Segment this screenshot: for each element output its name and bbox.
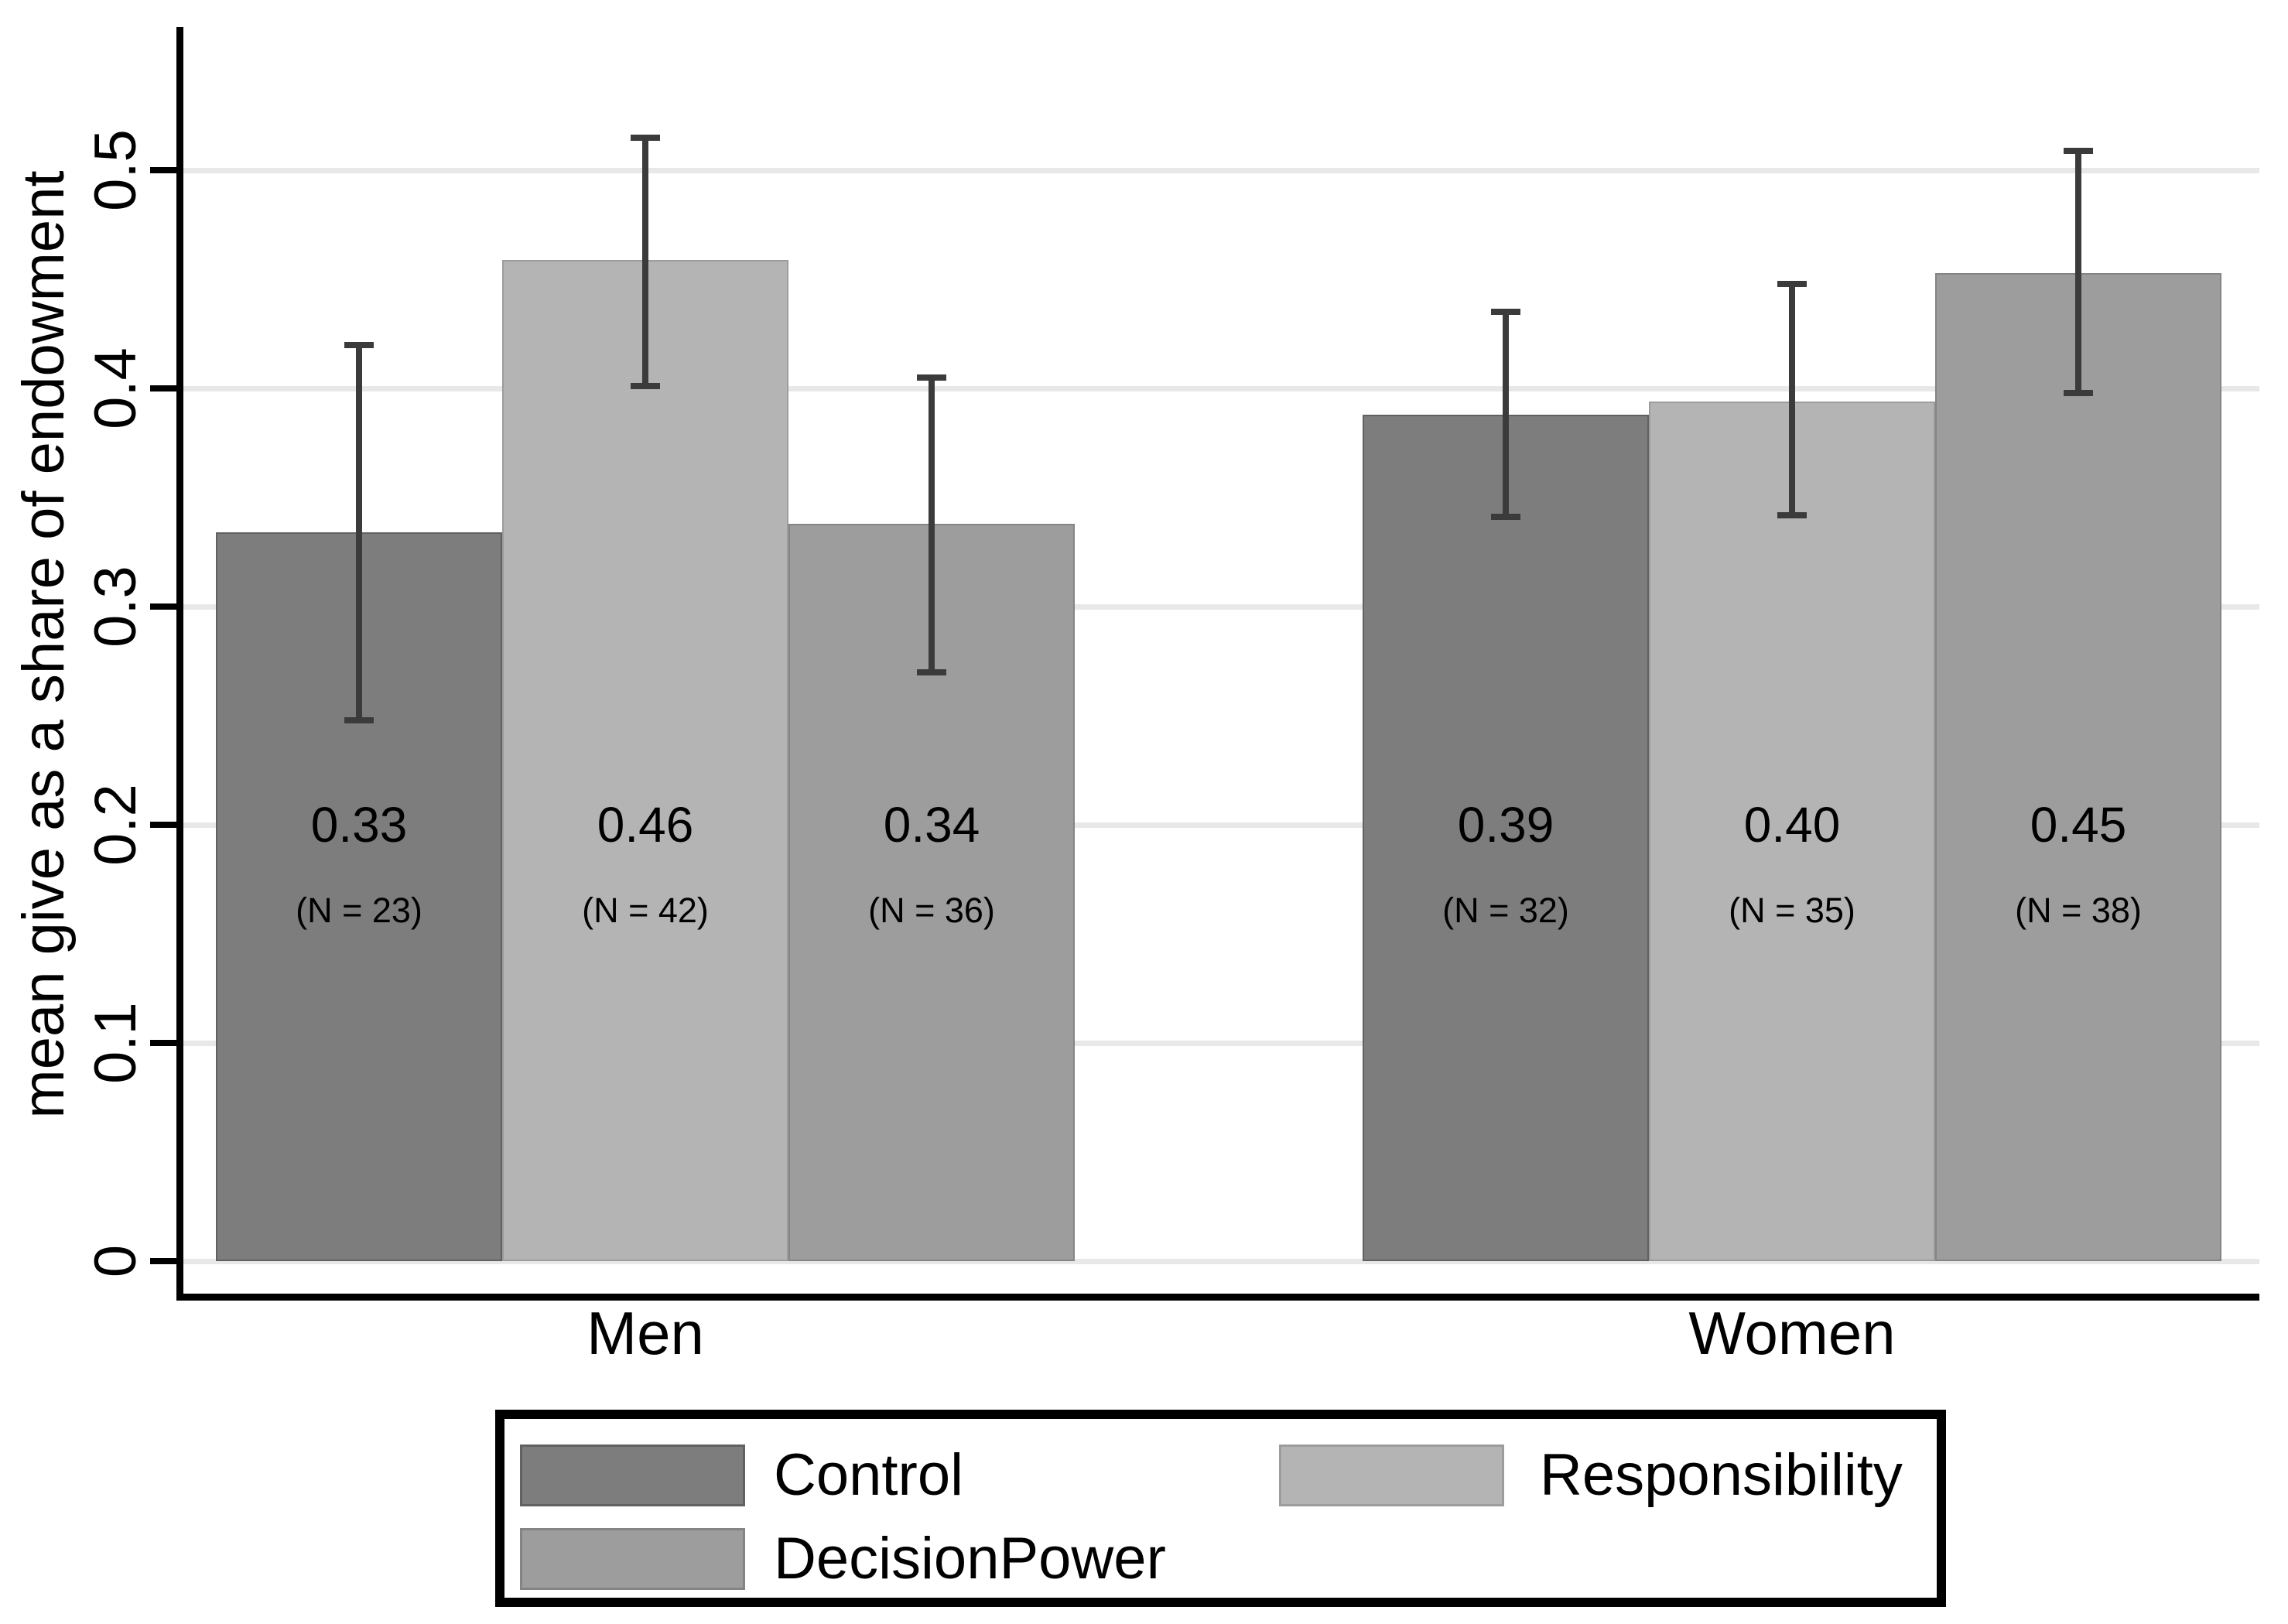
y-tick-0.2 (150, 822, 176, 828)
legend-label-control: Control (774, 1442, 963, 1508)
error-bar-cap-bottom-men-responsibility (631, 383, 660, 390)
y-tick-0.4 (150, 385, 176, 391)
error-bar-cap-bottom-women-decisionpower (2064, 389, 2093, 396)
bar-women-control (1363, 414, 1649, 1261)
error-bar-cap-top-men-responsibility (631, 134, 660, 141)
error-bar-cap-bottom-men-decisionpower (917, 668, 946, 675)
bar-men-responsibility (502, 259, 788, 1261)
legend-swatch-control (520, 1445, 745, 1506)
x-category-label-women: Women (1688, 1299, 1896, 1367)
x-axis-spine (176, 1294, 2259, 1301)
value-label-men-decisionpower: 0.34 (883, 797, 980, 853)
value-label-women-decisionpower: 0.45 (2030, 797, 2127, 853)
y-tick-0.5 (150, 167, 176, 173)
value-label-women-control: 0.39 (1457, 797, 1554, 853)
n-label-men-decisionpower: (N = 36) (868, 890, 995, 930)
error-bar-cap-top-women-decisionpower (2064, 147, 2093, 154)
error-bar-women-control (1503, 312, 1509, 518)
error-bar-cap-top-women-control (1491, 309, 1520, 316)
y-tick-label-0.1: 0.1 (83, 1002, 149, 1084)
legend-label-responsibility: Responsibility (1540, 1442, 1903, 1508)
value-label-men-control: 0.33 (310, 797, 408, 853)
error-bar-men-decisionpower (929, 377, 935, 672)
error-bar-women-decisionpower (2075, 150, 2081, 393)
legend-swatch-decisionpower (520, 1528, 745, 1590)
y-tick-0.3 (150, 603, 176, 610)
y-tick-label-0.2: 0.2 (83, 784, 149, 866)
gridline-0.3 (183, 604, 2259, 610)
n-label-men-control: (N = 23) (296, 890, 422, 930)
n-label-men-responsibility: (N = 42) (582, 890, 709, 930)
error-bar-men-responsibility (642, 137, 648, 387)
n-label-women-responsibility: (N = 35) (1729, 890, 1855, 930)
y-tick-0 (150, 1258, 176, 1264)
y-tick-label-0.4: 0.4 (83, 347, 149, 429)
legend-label-decisionpower: DecisionPower (774, 1526, 1166, 1592)
error-bar-cap-bottom-women-control (1491, 514, 1520, 521)
gridline-0 (183, 1259, 2259, 1264)
y-tick-label-0.5: 0.5 (83, 129, 149, 211)
y-tick-label-0: 0 (83, 1244, 149, 1278)
error-bar-cap-top-women-responsibility (1777, 280, 1807, 287)
x-category-label-men: Men (587, 1299, 704, 1367)
gridline-0.4 (183, 386, 2259, 391)
bar-women-responsibility (1649, 401, 1935, 1261)
gridline-0.2 (183, 822, 2259, 828)
y-tick-0.1 (150, 1040, 176, 1046)
legend: Control Responsibility DecisionPower (495, 1410, 1946, 1607)
bar-women-decisionpower (1935, 272, 2221, 1261)
error-bar-cap-bottom-men-control (344, 716, 374, 723)
y-axis-title: mean give as a share of endowment (11, 170, 77, 1119)
bar-men-decisionpower (788, 523, 1075, 1261)
error-bar-women-responsibility (1789, 283, 1795, 515)
value-label-women-responsibility: 0.40 (1743, 797, 1841, 853)
y-tick-label-0.3: 0.3 (83, 566, 149, 648)
error-bar-cap-top-men-decisionpower (917, 374, 946, 381)
value-label-men-responsibility: 0.46 (597, 797, 694, 853)
error-bar-cap-bottom-women-responsibility (1777, 511, 1807, 518)
n-label-women-decisionpower: (N = 38) (2015, 890, 2142, 930)
error-bar-men-control (356, 344, 362, 720)
gridline-0.5 (183, 168, 2259, 173)
gridline-0.1 (183, 1041, 2259, 1046)
legend-swatch-responsibility (1279, 1445, 1504, 1506)
y-axis-spine (176, 27, 183, 1301)
error-bar-cap-top-men-control (344, 341, 374, 348)
n-label-women-control: (N = 32) (1442, 890, 1569, 930)
